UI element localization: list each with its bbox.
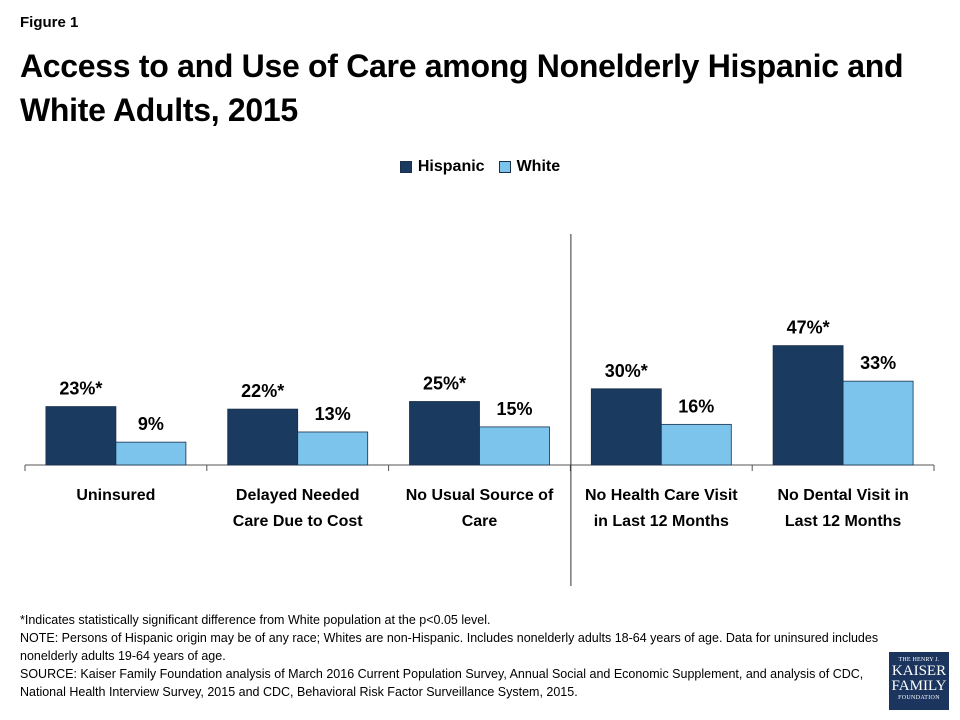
bar-white-3: [660, 423, 732, 466]
bar-white-0: [115, 441, 187, 466]
category-label-4-line0: No Dental Visit in: [777, 487, 908, 504]
category-label-0-line0: Uninsured: [76, 487, 155, 504]
logo-line2: KAISER: [891, 663, 947, 679]
data-label-hispanic-3: 30%*: [605, 361, 648, 381]
category-label-3-line1: in Last 12 Months: [594, 513, 729, 530]
kff-logo: THE HENRY J. KAISER FAMILY FOUNDATION: [889, 652, 949, 710]
legend: Hispanic White: [0, 158, 960, 176]
data-label-white-1: 13%: [315, 404, 351, 424]
category-label-1-line1: Care Due to Cost: [233, 513, 363, 530]
legend-label-white: White: [516, 158, 561, 175]
data-label-white-3: 16%: [678, 396, 714, 416]
legend-swatch-white: [498, 161, 511, 173]
legend-item-hispanic: Hispanic: [399, 158, 485, 176]
category-label-2-line1: Care: [462, 513, 498, 530]
bar-white-4: [842, 380, 914, 466]
bar-hispanic-0: [45, 406, 117, 466]
bar-chart: 23%* 9% Uninsured 22%* 13% Delayed Needed Care…: [24, 234, 935, 586]
chart-title: Access to and Use of Care among Nonelder…: [20, 48, 904, 128]
category-label-3-line0: No Health Care Visit: [585, 487, 738, 504]
bar-hispanic-3: [590, 388, 662, 466]
bar-white-2: [479, 426, 550, 466]
logo-line1: THE HENRY J.: [898, 657, 940, 663]
bar-hispanic-4: [772, 345, 844, 466]
bar-hispanic-2: [409, 401, 480, 466]
footnotes: *Indicates statistically significant dif…: [20, 611, 880, 701]
figure-label: Figure 1: [20, 14, 79, 31]
data-label-white-4: 33%: [860, 353, 896, 373]
footnote-source: SOURCE: Kaiser Family Foundation analysi…: [20, 667, 864, 699]
data-label-white-0: 9%: [138, 414, 164, 434]
logo-line4: FOUNDATION: [898, 695, 940, 701]
logo-line3: FAMILY: [891, 678, 947, 694]
footnote-significance: *Indicates statistically significant dif…: [20, 613, 491, 627]
bar-white-1: [297, 431, 369, 466]
bar-hispanic-1: [227, 408, 299, 466]
data-label-white-2: 15%: [496, 399, 532, 419]
footnote-note: NOTE: Persons of Hispanic origin may be …: [20, 631, 879, 663]
category-label-4-line1: Last 12 Months: [785, 513, 902, 530]
data-label-hispanic-0: 23%*: [59, 379, 102, 399]
legend-item-white: White: [498, 158, 561, 176]
category-label-2-line0: No Usual Source of: [406, 487, 554, 504]
legend-label-hispanic: Hispanic: [417, 158, 485, 175]
data-label-hispanic-4: 47%*: [787, 318, 830, 338]
data-label-hispanic-1: 22%*: [241, 381, 284, 401]
legend-swatch-hispanic: [399, 161, 412, 173]
data-label-hispanic-2: 25%*: [423, 374, 466, 394]
category-label-1-line0: Delayed Needed: [236, 487, 360, 504]
